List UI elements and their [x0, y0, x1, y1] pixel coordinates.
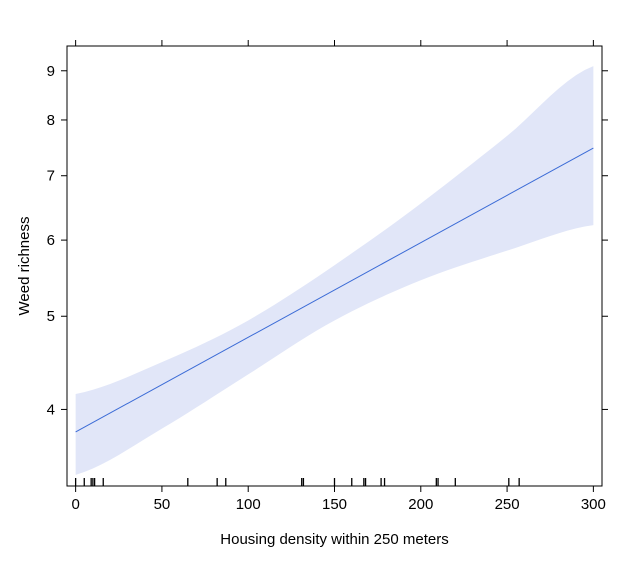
x-tick-label: 300 [581, 496, 606, 513]
x-axis-label: Housing density within 250 meters [220, 531, 448, 548]
x-axis-ticks: 0 50 100 150 200 250 300 [71, 40, 606, 513]
y-tick-label: 6 [47, 232, 55, 249]
y-tick-label: 9 [47, 63, 55, 80]
x-tick-label: 200 [408, 496, 433, 513]
x-tick-label: 50 [154, 496, 171, 513]
x-tick-label: 0 [71, 496, 79, 513]
y-axis-ticks: 4 5 6 7 8 9 [47, 63, 608, 418]
y-tick-label: 5 [47, 308, 55, 325]
x-tick-label: 100 [236, 496, 261, 513]
rug-layer [74, 478, 520, 486]
y-tick-label: 4 [47, 401, 55, 418]
fit-line-layer [75, 147, 594, 433]
y-axis-label: Weed richness [16, 217, 33, 316]
y-tick-label: 7 [47, 168, 55, 185]
fit-line [75, 147, 594, 433]
y-tick-label: 8 [47, 112, 55, 129]
x-tick-label: 150 [322, 496, 347, 513]
x-tick-label: 250 [495, 496, 520, 513]
confidence-band [75, 66, 594, 475]
confidence-band-layer [75, 66, 594, 475]
